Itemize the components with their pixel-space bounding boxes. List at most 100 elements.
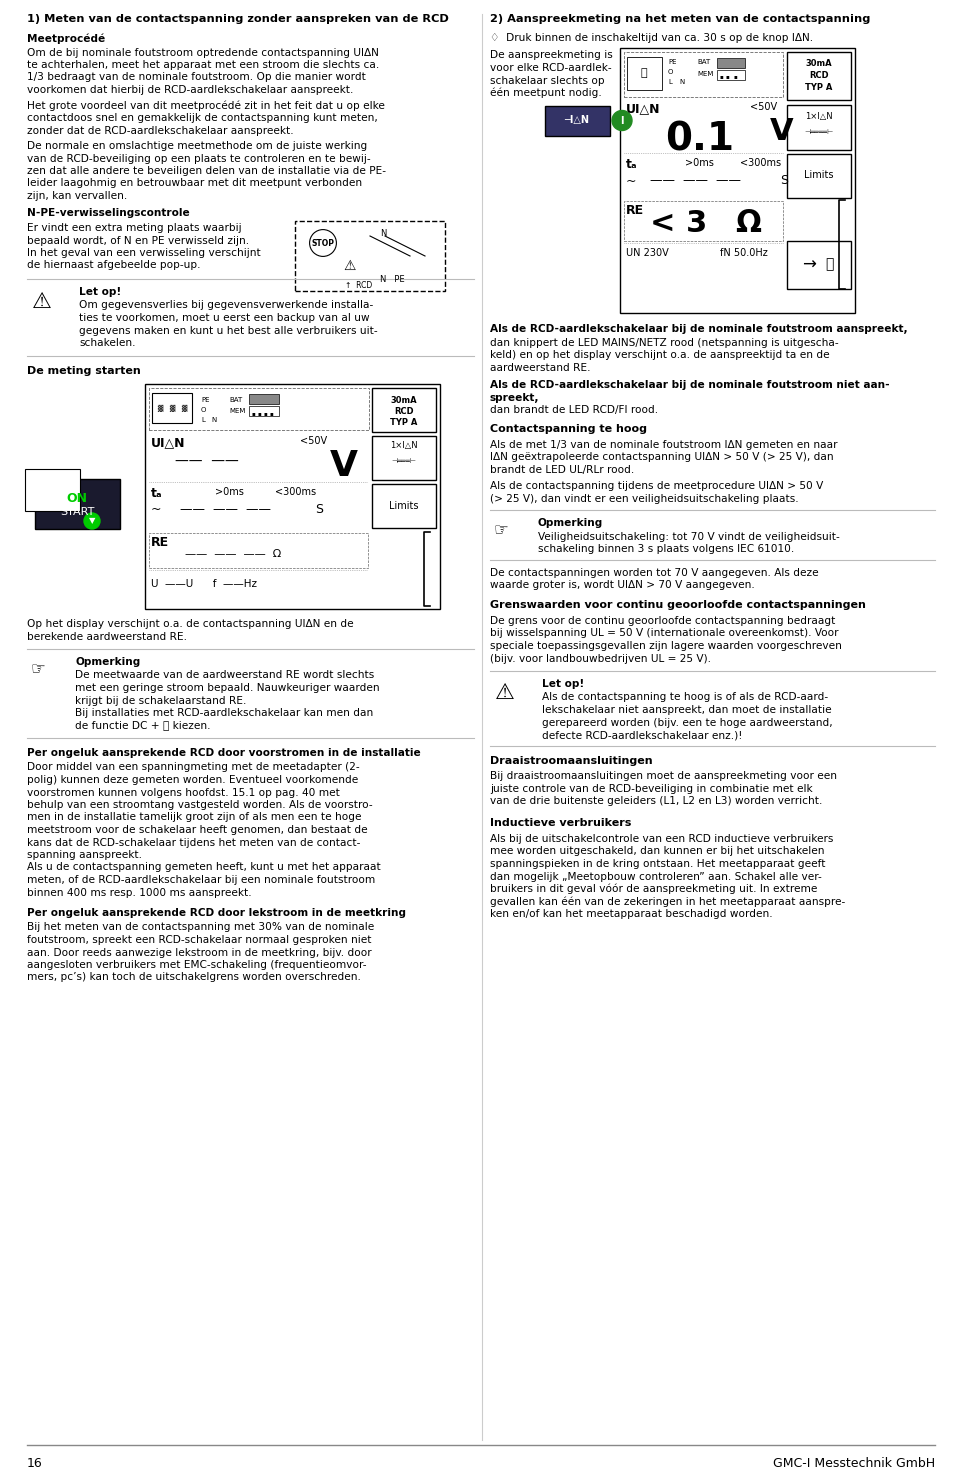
Text: Grenswaarden voor continu geoorloofde contactspanningen: Grenswaarden voor continu geoorloofde co… (490, 601, 866, 611)
Text: ▪: ▪ (263, 411, 267, 417)
Text: meten, of de RCD-aardlekschakelaar bij een nominale foutstroom: meten, of de RCD-aardlekschakelaar bij e… (27, 874, 375, 885)
Text: Als de contactspanning te hoog is of als de RCD-aard-: Als de contactspanning te hoog is of als… (542, 692, 828, 702)
Bar (787, 105, 851, 150)
Text: voor elke RCD-aardlek-: voor elke RCD-aardlek- (490, 63, 612, 74)
Text: aardweerstand RE.: aardweerstand RE. (490, 364, 590, 372)
Text: TYP A: TYP A (805, 82, 832, 91)
Bar (787, 240, 851, 289)
Text: TYP A: TYP A (391, 418, 418, 427)
Text: UN 230V: UN 230V (626, 247, 669, 258)
Text: Als de contactspanning tijdens de meetprocedure UIΔN > 50 V: Als de contactspanning tijdens de meetpr… (490, 481, 824, 492)
Bar (624, 52, 783, 97)
Text: dan knippert de LED MAINS/NETZ rood (netspanning is uitgescha-: dan knippert de LED MAINS/NETZ rood (net… (490, 339, 839, 347)
Text: bepaald wordt, of N en PE verwisseld zijn.: bepaald wordt, of N en PE verwisseld zij… (27, 236, 250, 246)
Text: Draaistroomaansluitingen: Draaistroomaansluitingen (490, 755, 653, 765)
Text: ——  ——  ——  Ω: —— —— —— Ω (185, 549, 281, 559)
Text: STOP: STOP (311, 238, 334, 247)
Text: Als de RCD-aardlekschakelaar bij de nominale foutstroom aanspreekt,: Als de RCD-aardlekschakelaar bij de nomi… (490, 324, 907, 334)
Text: van de drie buitenste geleiders (L1, L2 en L3) worden verricht.: van de drie buitenste geleiders (L1, L2 … (490, 796, 823, 807)
Text: Om gegevensverlies bij gegevensverwerkende installa-: Om gegevensverlies bij gegevensverwerken… (79, 300, 373, 311)
Text: aan. Door reeds aanwezige lekstroom in de meetkring, bijv. door: aan. Door reeds aanwezige lekstroom in d… (27, 948, 372, 957)
Bar (717, 69, 745, 79)
Text: Opmerking: Opmerking (538, 518, 603, 528)
Text: dan brandt de LED RCD/FI rood.: dan brandt de LED RCD/FI rood. (490, 405, 659, 415)
Text: Er vindt een extra meting plaats waarbij: Er vindt een extra meting plaats waarbij (27, 222, 242, 233)
Text: brandt de LED UL/RLr rood.: brandt de LED UL/RLr rood. (490, 465, 635, 474)
Text: (> 25 V), dan vindt er een veiligheidsuitschakeling plaats.: (> 25 V), dan vindt er een veiligheidsui… (490, 493, 799, 503)
Text: waarde groter is, wordt UIΔN > 70 V aangegeven.: waarde groter is, wordt UIΔN > 70 V aang… (490, 580, 755, 590)
Text: ♢  Druk binnen de inschakeltijd van ca. 30 s op de knop IΔN.: ♢ Druk binnen de inschakeltijd van ca. 3… (490, 32, 813, 43)
Text: de functie DC + ⏚ kiezen.: de functie DC + ⏚ kiezen. (75, 720, 210, 730)
Text: N   PE: N PE (380, 274, 404, 284)
Text: BAT: BAT (697, 59, 710, 65)
Text: N: N (380, 230, 386, 238)
Text: voorkomen dat hierbij de RCD-aardlekschakelaar aanspreekt.: voorkomen dat hierbij de RCD-aardlekscha… (27, 85, 353, 96)
Text: GMC-I Messtechnik GmbH: GMC-I Messtechnik GmbH (773, 1457, 935, 1471)
Text: schakelen.: schakelen. (79, 339, 135, 347)
Text: gegevens maken en kunt u het best alle verbruikers uit-: gegevens maken en kunt u het best alle v… (79, 325, 377, 336)
Text: Ω: Ω (735, 209, 761, 237)
Circle shape (84, 514, 100, 528)
Text: met een geringe stroom bepaald. Nauwkeuriger waarden: met een geringe stroom bepaald. Nauwkeur… (75, 683, 379, 693)
Text: →: → (802, 256, 816, 274)
Text: Meetprocédé: Meetprocédé (27, 32, 106, 44)
Text: U  ——U      f  ——Hz: U ——U f ——Hz (151, 578, 257, 589)
Text: De normale en omslachtige meetmethode om de juiste werking: De normale en omslachtige meetmethode om… (27, 141, 368, 152)
Text: voorstromen kunnen volgens hoofdst. 15.1 op pag. 40 met: voorstromen kunnen volgens hoofdst. 15.1… (27, 788, 340, 798)
Text: zen dat alle andere te beveiligen delen van de installatie via de PE-: zen dat alle andere te beveiligen delen … (27, 166, 386, 177)
Text: meetstroom voor de schakelaar heeft genomen, dan bestaat de: meetstroom voor de schakelaar heeft geno… (27, 824, 368, 835)
Text: spanningspieken in de kring ontstaan. Het meetapparaat geeft: spanningspieken in de kring ontstaan. He… (490, 860, 826, 868)
Bar (249, 394, 279, 403)
Text: defecte RCD-aardlekschakelaar enz.)!: defecte RCD-aardlekschakelaar enz.)! (542, 730, 742, 740)
Text: ▓: ▓ (181, 405, 186, 412)
Text: De meetwaarde van de aardweerstand RE wordt slechts: De meetwaarde van de aardweerstand RE wo… (75, 671, 374, 680)
Text: Om de bij nominale foutstroom optredende contactspanning UIΔN: Om de bij nominale foutstroom optredende… (27, 47, 379, 57)
Text: 1/3 bedraagt van de nominale foutstroom. Op die manier wordt: 1/3 bedraagt van de nominale foutstroom.… (27, 72, 366, 82)
Text: S: S (315, 503, 323, 517)
Text: spanning aanspreekt.: spanning aanspreekt. (27, 849, 142, 860)
Text: ON: ON (66, 492, 87, 505)
Bar (145, 384, 440, 609)
Text: ▪: ▪ (726, 75, 730, 79)
Text: V: V (330, 449, 358, 483)
Text: In het geval van een verwisseling verschijnt: In het geval van een verwisseling versch… (27, 247, 261, 258)
Text: ▼: ▼ (88, 517, 95, 526)
Text: 30mA: 30mA (391, 396, 418, 405)
Text: Inductieve verbruikers: Inductieve verbruikers (490, 818, 632, 829)
Text: de hiernaast afgebeelde pop-up.: de hiernaast afgebeelde pop-up. (27, 261, 201, 271)
Text: krijgt bij de schakelaarstand RE.: krijgt bij de schakelaarstand RE. (75, 695, 247, 705)
Text: MEM: MEM (229, 408, 246, 414)
Text: 30mA: 30mA (805, 59, 832, 68)
Text: L: L (668, 79, 672, 85)
Text: bij wisselspanning UL = 50 V (internationale overeenkomst). Voor: bij wisselspanning UL = 50 V (internatio… (490, 629, 838, 639)
Text: ─I△N: ─I△N (564, 115, 589, 125)
Text: (bijv. voor landbouwbedrijven UL = 25 V).: (bijv. voor landbouwbedrijven UL = 25 V)… (490, 654, 711, 664)
Text: ▓: ▓ (169, 405, 175, 412)
Text: ~: ~ (626, 175, 636, 187)
Text: Bij draaistroomaansluitingen moet de aanspreekmeting voor een: Bij draaistroomaansluitingen moet de aan… (490, 771, 837, 782)
Text: Per ongeluk aansprekende RCD door voorstromen in de installatie: Per ongeluk aansprekende RCD door voorst… (27, 748, 420, 758)
Bar (25, 470, 80, 511)
Text: RCD: RCD (809, 71, 828, 79)
Text: aangesloten verbruikers met EMC-schakeling (frequentieomvor-: aangesloten verbruikers met EMC-schakeli… (27, 960, 367, 970)
Text: N: N (679, 79, 684, 85)
Bar (627, 56, 662, 90)
Text: RE: RE (626, 203, 644, 216)
Bar (787, 52, 851, 100)
Text: RE: RE (151, 536, 169, 549)
Text: speciale toepassingsgevallen zijn lagere waarden voorgeschreven: speciale toepassingsgevallen zijn lagere… (490, 640, 842, 651)
Text: zonder dat de RCD-aardlekschakelaar aanspreekt.: zonder dat de RCD-aardlekschakelaar aans… (27, 125, 294, 135)
Text: ▪: ▪ (257, 411, 261, 417)
Text: te achterhalen, meet het apparaat met een stroom die slechts ca.: te achterhalen, meet het apparaat met ee… (27, 60, 379, 71)
Text: 2) Aanspreekmeting na het meten van de contactspanning: 2) Aanspreekmeting na het meten van de c… (490, 15, 871, 24)
Text: behulp van een stroomtang vastgesteld worden. Als de voorstro-: behulp van een stroomtang vastgesteld wo… (27, 799, 372, 810)
Text: Contactspanning te hoog: Contactspanning te hoog (490, 424, 647, 434)
Text: bruikers in dit geval vóór de aanspreekmeting uit. In extreme: bruikers in dit geval vóór de aanspreekm… (490, 885, 817, 895)
Text: De grens voor de continu geoorloofde contactspanning bedraagt: De grens voor de continu geoorloofde con… (490, 615, 835, 626)
Text: lekschakelaar niet aanspreekt, dan moet de installatie: lekschakelaar niet aanspreekt, dan moet … (542, 705, 831, 715)
Bar (152, 393, 192, 422)
Text: Als de RCD-aardlekschakelaar bij de nominale foutstroom niet aan-: Als de RCD-aardlekschakelaar bij de nomi… (490, 380, 890, 390)
Text: tₐ: tₐ (151, 487, 162, 500)
Text: De meting starten: De meting starten (27, 365, 141, 375)
Text: 1) Meten van de contactspanning zonder aanspreken van de RCD: 1) Meten van de contactspanning zonder a… (27, 15, 449, 24)
